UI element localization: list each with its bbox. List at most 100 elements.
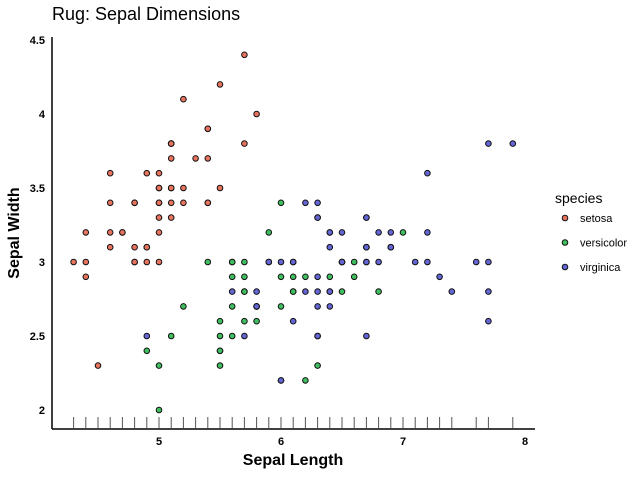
point-setosa xyxy=(119,229,126,236)
point-setosa xyxy=(143,258,151,266)
point-setosa xyxy=(82,258,90,266)
point-virginica xyxy=(338,258,346,266)
point-versicolor xyxy=(399,229,407,236)
point-setosa xyxy=(192,155,199,162)
point-setosa xyxy=(180,184,187,192)
x-tick-label: 7 xyxy=(400,436,406,448)
point-setosa xyxy=(167,199,175,207)
point-versicolor xyxy=(241,317,248,325)
point-virginica xyxy=(241,332,248,340)
legend-marker-versicolor xyxy=(561,239,569,246)
point-versicolor xyxy=(228,273,236,281)
point-versicolor xyxy=(216,347,224,355)
point-setosa xyxy=(180,95,187,103)
y-tick-label: 3.5 xyxy=(30,183,45,195)
y-tick-label: 2.5 xyxy=(30,331,45,343)
point-versicolor xyxy=(241,288,248,295)
point-versicolor xyxy=(216,362,224,369)
point-virginica xyxy=(314,332,321,340)
point-setosa xyxy=(204,155,212,162)
point-versicolor xyxy=(253,317,260,325)
point-setosa xyxy=(70,258,77,266)
point-setosa xyxy=(253,110,260,118)
point-versicolor xyxy=(289,273,297,281)
point-virginica xyxy=(326,229,334,236)
x-tick-label: 5 xyxy=(156,436,162,448)
point-setosa xyxy=(155,199,163,207)
legend-marker-setosa xyxy=(561,214,569,222)
point-versicolor xyxy=(350,273,358,281)
point-setosa xyxy=(241,140,248,147)
point-virginica xyxy=(387,229,395,236)
point-versicolor xyxy=(289,288,297,295)
point-versicolor xyxy=(314,362,321,369)
point-virginica xyxy=(448,288,456,295)
point-setosa xyxy=(131,243,138,251)
data-points xyxy=(70,51,517,414)
point-setosa xyxy=(167,184,175,192)
point-versicolor xyxy=(302,377,309,384)
legend-title: species xyxy=(555,190,602,206)
point-versicolor xyxy=(277,273,285,281)
point-virginica xyxy=(338,229,346,236)
plot-area: 2 2.5 3 3.5 4 4.5 5 6 7 8 xyxy=(30,35,535,448)
point-virginica xyxy=(326,303,334,310)
point-setosa xyxy=(143,243,151,251)
point-versicolor xyxy=(216,317,224,325)
point-versicolor xyxy=(326,273,334,281)
point-virginica xyxy=(472,258,480,266)
legend-marker-virginica xyxy=(561,263,569,271)
point-virginica xyxy=(509,140,517,147)
point-virginica xyxy=(314,273,321,281)
point-virginica xyxy=(363,332,370,340)
point-versicolor xyxy=(228,303,236,310)
point-setosa xyxy=(241,51,248,59)
point-setosa xyxy=(216,184,224,192)
point-versicolor xyxy=(350,258,358,266)
point-setosa xyxy=(106,243,114,251)
y-tick-label: 4.5 xyxy=(30,35,45,47)
point-virginica xyxy=(314,199,321,207)
point-setosa xyxy=(131,199,138,207)
legend-label-setosa: setosa xyxy=(580,213,613,225)
point-setosa xyxy=(180,199,187,207)
point-virginica xyxy=(277,377,285,384)
point-setosa xyxy=(167,140,175,147)
point-virginica xyxy=(424,258,431,266)
point-virginica xyxy=(314,303,321,310)
point-virginica xyxy=(424,229,431,236)
point-virginica xyxy=(289,317,297,325)
y-tick-label: 2 xyxy=(39,405,45,417)
point-virginica xyxy=(326,243,334,251)
point-versicolor xyxy=(241,273,248,281)
point-setosa xyxy=(106,199,114,207)
point-virginica xyxy=(485,140,492,147)
legend-label-versicolor: versicolor xyxy=(580,238,627,250)
point-setosa xyxy=(155,214,163,221)
point-versicolor xyxy=(277,303,285,310)
x-axis-title: Sepal Length xyxy=(243,452,343,469)
y-tick-label: 4 xyxy=(39,109,46,121)
point-setosa xyxy=(106,169,114,177)
point-virginica xyxy=(314,214,321,221)
point-versicolor xyxy=(228,258,236,266)
point-setosa xyxy=(94,362,102,369)
chart-title: Rug: Sepal Dimensions xyxy=(52,4,240,24)
point-setosa xyxy=(167,214,175,221)
point-virginica xyxy=(411,258,419,266)
point-virginica xyxy=(143,332,151,340)
point-virginica xyxy=(289,258,297,266)
point-setosa xyxy=(204,199,212,207)
point-virginica xyxy=(265,258,273,266)
point-virginica xyxy=(277,258,285,266)
point-setosa xyxy=(82,229,90,236)
point-virginica xyxy=(424,169,431,177)
point-setosa xyxy=(216,81,224,88)
rug-marks xyxy=(73,417,514,428)
point-versicolor xyxy=(155,362,163,369)
legend-label-virginica: virginica xyxy=(580,262,621,274)
point-virginica xyxy=(363,214,370,221)
point-versicolor xyxy=(241,258,248,266)
point-versicolor xyxy=(216,332,224,340)
